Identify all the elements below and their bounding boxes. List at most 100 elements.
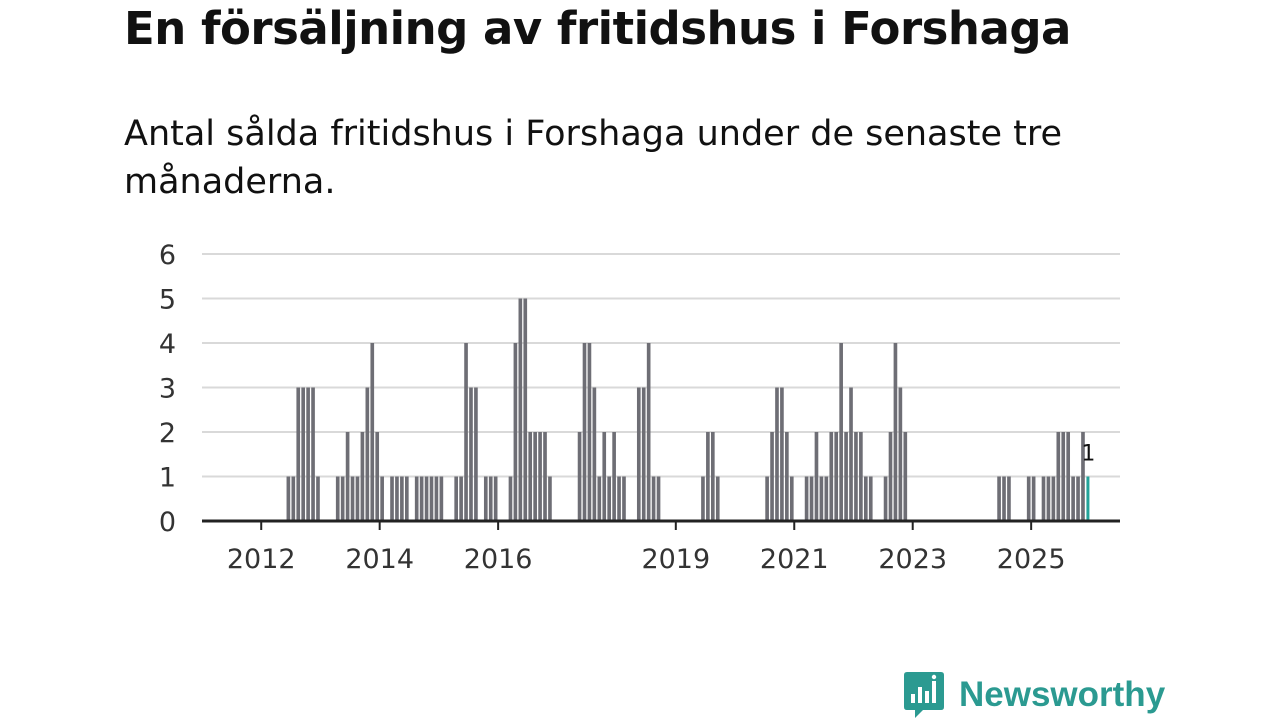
bar	[829, 432, 834, 521]
bar	[1031, 476, 1036, 521]
bar	[469, 387, 473, 521]
bar	[844, 432, 848, 521]
bar	[355, 476, 360, 521]
bar	[335, 476, 340, 521]
bar	[770, 432, 774, 521]
bar	[587, 343, 592, 521]
bar	[863, 476, 868, 521]
bar	[641, 387, 646, 521]
bar	[429, 476, 434, 521]
bar	[701, 476, 705, 521]
bar	[785, 432, 789, 521]
bar	[809, 476, 814, 521]
x-tick-label: 2025	[997, 544, 1066, 575]
bar	[474, 387, 478, 521]
bar	[419, 476, 424, 521]
bar	[854, 432, 858, 521]
bar	[311, 387, 315, 521]
bar	[577, 432, 582, 521]
y-tick-label: 2	[159, 418, 176, 449]
bar	[1076, 476, 1080, 521]
bar	[543, 432, 547, 521]
bar	[888, 432, 893, 521]
bar-chart-speech-bubble-icon	[904, 672, 944, 718]
x-tick-label: 2019	[641, 544, 710, 575]
bar	[622, 476, 626, 521]
y-tick-label: 0	[159, 507, 176, 538]
bar	[1066, 432, 1071, 521]
bar	[617, 476, 621, 521]
y-tick-label: 4	[159, 329, 176, 360]
bar	[775, 387, 779, 521]
bar	[789, 476, 794, 521]
y-axis-ticks: 0 1 2 3 4 5 6	[159, 240, 176, 538]
x-tick-label: 2023	[878, 544, 947, 575]
y-tick-label: 1	[159, 463, 176, 494]
bar	[1046, 476, 1051, 521]
bar	[459, 476, 463, 521]
bar	[380, 476, 384, 521]
bar	[404, 476, 409, 521]
bar	[636, 387, 641, 521]
data-labels: 1	[1081, 442, 1095, 467]
x-tick-label: 2016	[464, 544, 533, 575]
chart-subtitle: Antal sålda fritidshus i Forshaga under …	[124, 114, 1062, 202]
bar	[390, 476, 394, 521]
bar	[592, 387, 597, 521]
x-tick-label: 2014	[345, 544, 414, 575]
bar	[1007, 476, 1011, 521]
bar	[597, 476, 602, 521]
bars	[286, 298, 1090, 521]
highlight-value-label: 1	[1081, 442, 1095, 467]
bar	[903, 432, 908, 521]
bar	[839, 343, 843, 521]
bar	[375, 432, 380, 521]
bar	[518, 298, 523, 521]
bar	[893, 343, 898, 521]
x-tick-label: 2012	[227, 544, 296, 575]
bar	[824, 476, 829, 521]
bar	[859, 432, 863, 521]
bar	[612, 432, 616, 521]
bar	[533, 432, 537, 521]
bar	[513, 343, 518, 521]
y-tick-label: 5	[159, 285, 176, 316]
bar	[316, 476, 320, 521]
bar	[997, 476, 1001, 521]
bar	[523, 298, 528, 521]
bar	[434, 476, 439, 521]
bar	[350, 476, 355, 521]
bar	[656, 476, 661, 521]
bar	[819, 476, 824, 521]
bar	[1041, 476, 1046, 521]
bar	[804, 476, 809, 521]
bar	[508, 476, 513, 521]
chart-title: En försäljning av fritidshus i Forshaga	[124, 2, 1071, 55]
bar	[528, 432, 533, 521]
highlight-bar	[1086, 476, 1090, 521]
bar	[1071, 476, 1075, 521]
bar	[424, 476, 429, 521]
bar	[340, 476, 345, 521]
x-tick-label: 2021	[760, 544, 829, 575]
y-tick-label: 6	[159, 240, 176, 271]
bar	[301, 387, 306, 521]
bar	[1051, 476, 1056, 521]
bar	[360, 432, 365, 521]
bar	[1026, 476, 1031, 521]
bar	[483, 476, 488, 521]
bar	[582, 343, 587, 521]
bar	[715, 476, 720, 521]
bar	[1061, 432, 1066, 521]
bar	[306, 387, 310, 521]
bar	[780, 387, 784, 521]
bar	[439, 476, 444, 521]
bar	[464, 343, 468, 521]
bar	[296, 387, 301, 521]
bar	[548, 476, 552, 521]
bar	[883, 476, 888, 521]
bar	[706, 432, 710, 521]
bar	[414, 476, 419, 521]
gridlines	[202, 253, 1120, 478]
